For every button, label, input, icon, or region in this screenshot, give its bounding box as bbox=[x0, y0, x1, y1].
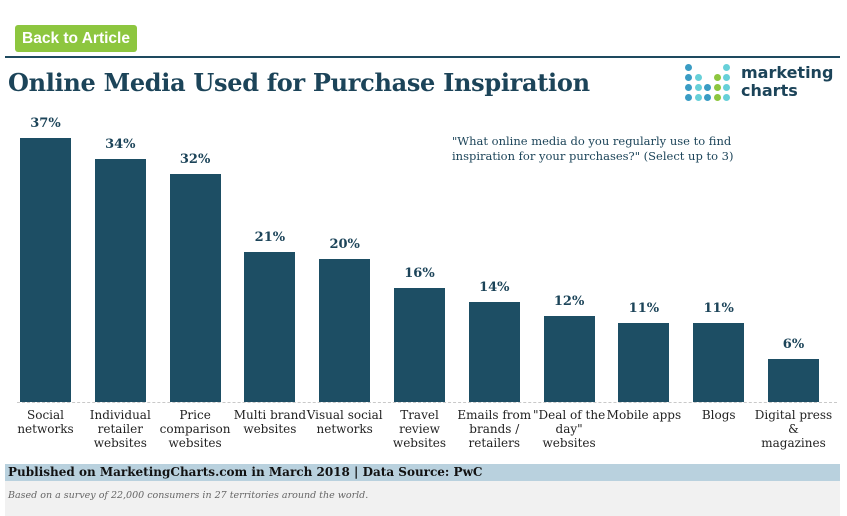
category-label-line: Visual social bbox=[306, 408, 383, 422]
logo-dot bbox=[694, 94, 702, 101]
bar-value-label: 20% bbox=[329, 237, 360, 253]
note-bar: Based on a survey of 22,000 consumers in… bbox=[5, 481, 840, 516]
bar bbox=[394, 287, 445, 402]
category-label-line: websites bbox=[392, 436, 447, 450]
logo-text-line2: charts bbox=[741, 81, 798, 100]
category-label: Individual retailer websites bbox=[81, 408, 159, 450]
logo-dot bbox=[685, 74, 692, 81]
category-label-line: Travel bbox=[400, 408, 439, 422]
category-label-line: websites bbox=[243, 422, 297, 436]
bar-chart: 37% Social networks 34% Individual retailer we… bbox=[5, 110, 840, 455]
bar-value-label: 34% bbox=[105, 137, 136, 153]
bar bbox=[319, 259, 371, 402]
bar-value-label: 32% bbox=[179, 151, 211, 167]
bar bbox=[768, 359, 819, 402]
back-to-article-button[interactable]: Back to Article bbox=[15, 25, 137, 52]
bar-value-label: 11% bbox=[628, 301, 660, 317]
logo-dot bbox=[723, 84, 730, 91]
category-label-line: websites bbox=[168, 436, 222, 450]
category-label-line: websites bbox=[93, 436, 147, 450]
category-label: Social networks bbox=[7, 408, 85, 436]
category-label-line: Price bbox=[179, 408, 211, 422]
logo-dot bbox=[685, 94, 692, 101]
logo-dot bbox=[685, 84, 692, 91]
logo-dot bbox=[713, 94, 721, 101]
bar bbox=[468, 302, 520, 402]
bar-value-label: 11% bbox=[703, 301, 734, 317]
logo-dot bbox=[704, 84, 711, 91]
category-label: Digital press & magazines bbox=[755, 408, 833, 450]
category-label-line: & magazines bbox=[761, 422, 826, 450]
logo-dot bbox=[704, 94, 711, 101]
category-label: Emails from brands / retailers bbox=[455, 408, 533, 450]
header-divider bbox=[5, 56, 840, 58]
bar-value-label: 21% bbox=[254, 230, 286, 246]
bar bbox=[618, 323, 670, 402]
category-label-line: retailers bbox=[468, 436, 521, 450]
bar-value-label: 6% bbox=[782, 337, 805, 353]
category-label-line: networks bbox=[316, 422, 373, 436]
chart-title: Online Media Used for Purchase Inspirati… bbox=[8, 68, 590, 97]
category-label-line: Individual bbox=[89, 408, 151, 422]
marketing-charts-logo: marketing charts bbox=[685, 64, 845, 108]
logo-text-line1: marketing bbox=[741, 63, 834, 82]
category-label-line: Emails from bbox=[457, 408, 532, 422]
bar-value-label: 37% bbox=[30, 115, 61, 131]
category-label: Multi brand websites bbox=[231, 408, 309, 436]
bar bbox=[169, 173, 221, 402]
category-label: Visual social networks bbox=[306, 408, 384, 436]
category-label-line: Blogs bbox=[701, 408, 736, 422]
bar bbox=[94, 159, 146, 402]
logo-dot bbox=[713, 74, 721, 81]
survey-note: Based on a survey of 22,000 consumers in… bbox=[8, 490, 369, 501]
bar bbox=[20, 137, 71, 402]
category-label-line: "Deal of the bbox=[533, 408, 606, 422]
bar bbox=[693, 323, 745, 402]
category-label-line: Mobile apps bbox=[606, 408, 682, 422]
category-label-line: brands / bbox=[469, 422, 520, 436]
logo-dot bbox=[685, 64, 692, 71]
category-label: Mobile apps bbox=[605, 408, 683, 422]
logo-dot bbox=[713, 84, 721, 91]
category-label-line: networks bbox=[17, 422, 74, 436]
category-label-line: comparison bbox=[159, 422, 231, 436]
bar bbox=[543, 316, 595, 402]
category-label-line: Social bbox=[27, 408, 64, 422]
bar-value-label: 12% bbox=[553, 294, 585, 310]
category-label-line: day" bbox=[555, 422, 583, 436]
bar-value-label: 14% bbox=[479, 280, 510, 296]
category-label: "Deal of the day" websites bbox=[530, 408, 608, 450]
category-label: Blogs bbox=[680, 408, 758, 422]
category-label-line: Multi brand bbox=[233, 408, 307, 422]
category-label: Travel review websites bbox=[381, 408, 459, 450]
chart-subtitle: "What online media do you regularly use … bbox=[452, 134, 734, 163]
chart-baseline bbox=[17, 402, 837, 403]
category-label-line: review bbox=[399, 422, 440, 436]
published-bar: Published on MarketingCharts.com in Marc… bbox=[5, 464, 840, 481]
published-text: Published on MarketingCharts.com in Marc… bbox=[8, 465, 483, 479]
logo-dot bbox=[723, 94, 730, 101]
category-label-line: Digital press bbox=[754, 408, 833, 422]
logo-dot bbox=[694, 84, 702, 91]
category-label-line: websites bbox=[542, 436, 596, 450]
bar-value-label: 16% bbox=[404, 265, 435, 281]
logo-dots-icon bbox=[685, 64, 733, 106]
bar bbox=[244, 252, 296, 402]
logo-dot bbox=[723, 74, 730, 81]
logo-dot bbox=[723, 64, 730, 71]
category-label: Price comparison websites bbox=[156, 408, 234, 450]
category-label-line: retailer bbox=[97, 422, 143, 436]
logo-dot bbox=[694, 74, 702, 81]
